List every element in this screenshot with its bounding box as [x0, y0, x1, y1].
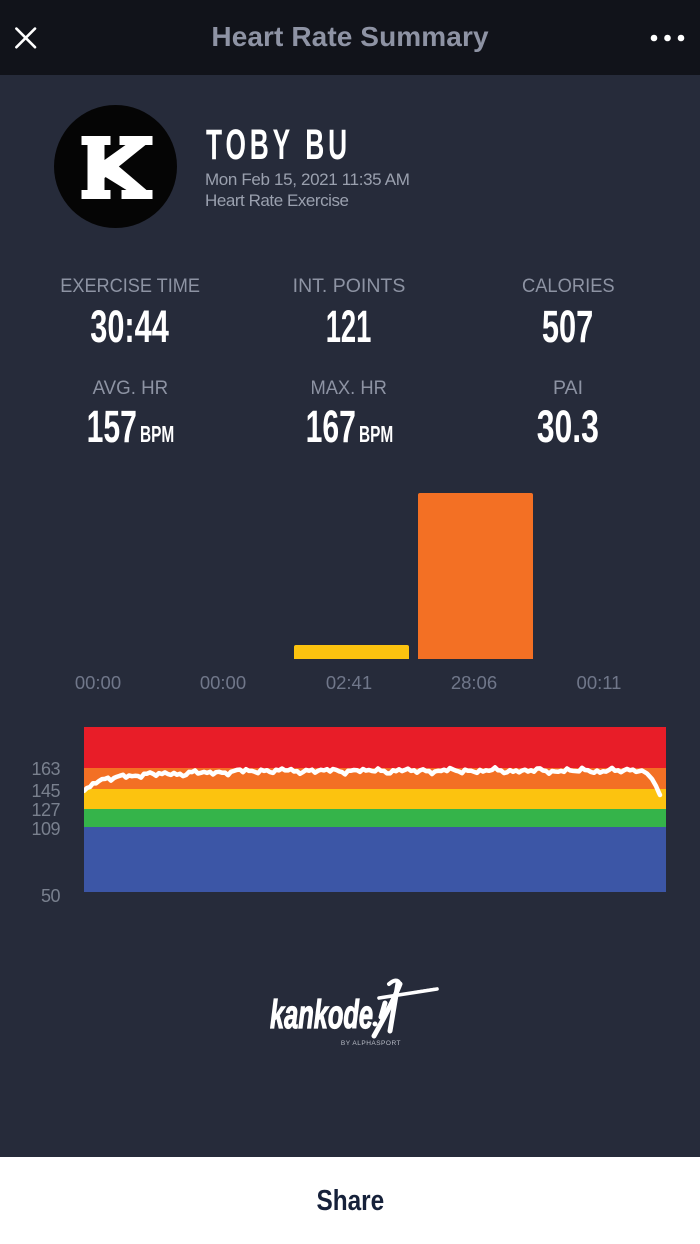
svg-text:kankode: kankode [270, 993, 373, 1037]
